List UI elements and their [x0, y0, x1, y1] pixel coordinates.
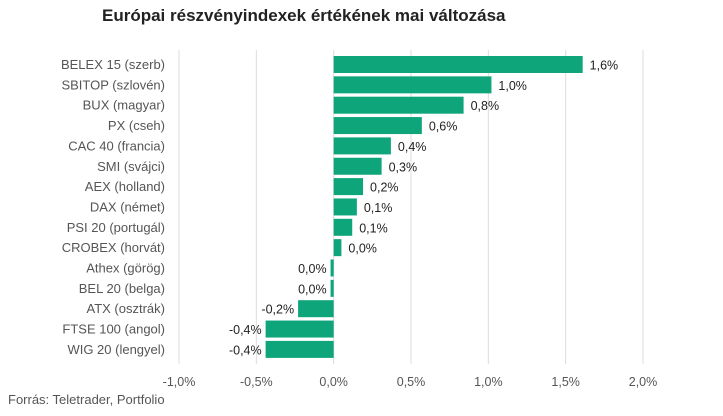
category-label: BELEX 15 (szerb)	[61, 57, 165, 72]
bar	[298, 300, 334, 318]
category-label: PX (cseh)	[108, 118, 165, 133]
bar	[333, 218, 353, 236]
x-tick-label: -1,0%	[163, 375, 196, 389]
category-label: AEX (holland)	[85, 179, 165, 194]
category-label: PSI 20 (portugál)	[67, 220, 165, 235]
data-label: 0,3%	[389, 160, 418, 174]
bar	[265, 340, 334, 358]
bar	[333, 178, 364, 196]
data-label: -0,4%	[229, 323, 262, 337]
data-label: 1,6%	[590, 59, 619, 73]
bar	[265, 320, 334, 338]
bar	[333, 56, 583, 73]
category-label: FTSE 100 (angol)	[62, 322, 165, 337]
data-label: 0,2%	[370, 181, 399, 195]
bar-chart: -1,0% -0,5% 0,0% 0,5% 1,0% 1,5% 2,0% BELEX 15 (…	[61, 50, 658, 389]
bar	[333, 117, 422, 135]
category-label: WIG 20 (lengyel)	[67, 342, 165, 357]
data-label: 0,6%	[429, 120, 458, 134]
bar	[330, 279, 334, 297]
data-label: -0,2%	[261, 303, 294, 317]
data-label: 0,1%	[364, 201, 393, 215]
category-label: Athex (görög)	[86, 261, 165, 276]
source-note: Forrás: Teletrader, Portfolio	[8, 392, 165, 407]
category-label: CROBEX (horvát)	[62, 240, 165, 255]
bar	[333, 76, 492, 94]
category-label: ATX (osztrák)	[87, 301, 166, 316]
x-tick-label: 0,0%	[319, 375, 348, 389]
x-tick-label: 2,0%	[629, 375, 658, 389]
bar	[333, 198, 357, 216]
data-label: 0,0%	[298, 262, 327, 276]
x-tick-label: 1,0%	[474, 375, 503, 389]
category-label: CAC 40 (francia)	[68, 138, 165, 153]
x-tick-label: 1,5%	[551, 375, 580, 389]
bar	[333, 157, 382, 175]
chart-title: Európai részvényindexek értékének mai vá…	[102, 6, 506, 25]
data-label: 0,0%	[298, 282, 327, 296]
bar	[333, 137, 391, 155]
data-label: 1,0%	[498, 79, 526, 93]
category-label: BEL 20 (belga)	[79, 281, 165, 296]
category-label: SBITOP (szlovén)	[61, 77, 165, 92]
data-label: 0,1%	[359, 221, 388, 235]
x-tick-label: -0,5%	[240, 375, 273, 389]
data-label: -0,4%	[229, 343, 262, 357]
bar	[333, 239, 342, 257]
category-label: BUX (magyar)	[83, 98, 165, 113]
bar	[333, 96, 464, 114]
category-label: DAX (német)	[90, 199, 165, 214]
x-tick-label: 0,5%	[397, 375, 426, 389]
data-label: 0,0%	[348, 242, 377, 256]
category-label: SMI (svájci)	[97, 159, 165, 174]
bar	[330, 259, 334, 277]
data-label: 0,8%	[471, 99, 500, 113]
data-label: 0,4%	[398, 140, 427, 154]
